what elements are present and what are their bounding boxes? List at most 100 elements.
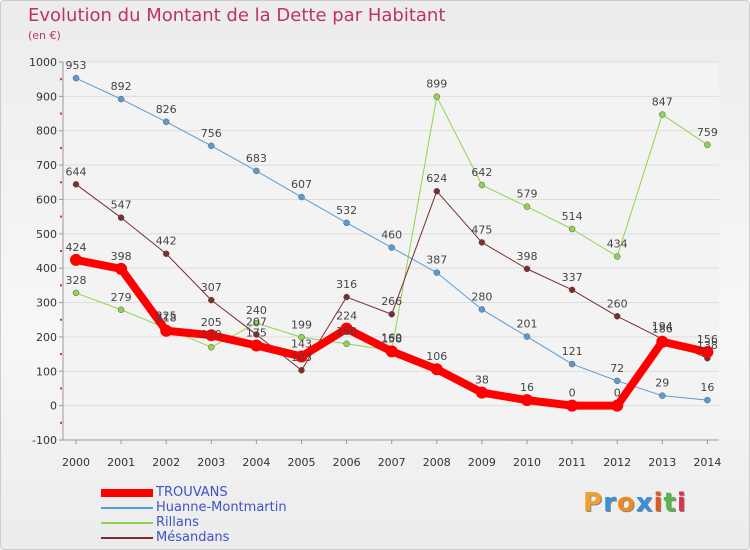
data-label: 194	[652, 320, 673, 333]
y-minor-tick	[60, 353, 62, 356]
data-label: 899	[426, 78, 447, 91]
logo-letter: P	[583, 488, 604, 518]
legend-swatch	[101, 507, 153, 509]
x-tick-label: 2012	[603, 456, 631, 469]
data-label: 199	[291, 318, 312, 331]
data-label: 280	[471, 290, 492, 303]
data-label: 72	[610, 362, 624, 375]
data-point	[253, 167, 260, 175]
chart-title: Evolution du Montant de la Dette par Hab…	[28, 5, 446, 26]
data-label: 260	[607, 297, 628, 310]
y-tick-label: 300	[36, 297, 57, 310]
data-point	[659, 392, 666, 399]
x-tick-label: 2013	[648, 456, 676, 469]
data-label: 240	[246, 304, 267, 317]
data-label: 434	[607, 237, 628, 250]
legend-label: TROUVANS	[156, 485, 228, 500]
data-point	[250, 339, 263, 352]
y-tick-label: 900	[36, 90, 57, 103]
data-point	[208, 343, 215, 351]
data-point	[253, 331, 260, 338]
legend-label: Rillans	[156, 515, 199, 530]
y-tick-label: 500	[36, 228, 57, 241]
data-point	[162, 118, 170, 126]
y-minor-tick	[60, 284, 62, 287]
data-point	[117, 214, 125, 221]
legend-swatch	[101, 522, 153, 524]
x-tick-label: 2009	[468, 456, 496, 469]
data-point	[388, 310, 395, 318]
data-label: 0	[569, 387, 576, 400]
data-point	[433, 93, 441, 100]
data-label: 683	[246, 152, 267, 165]
data-point	[343, 219, 350, 227]
x-tick-label: 2008	[423, 456, 451, 469]
y-minor-tick	[60, 181, 62, 184]
series-trouvans	[70, 253, 714, 412]
data-point	[433, 187, 441, 195]
x-tick-label: 2010	[513, 456, 541, 469]
data-point	[117, 306, 125, 314]
data-point	[523, 203, 531, 210]
data-point	[162, 250, 170, 257]
data-label: 138	[697, 339, 718, 352]
data-point	[208, 142, 215, 150]
data-label: 475	[471, 223, 492, 236]
data-label: 460	[381, 229, 402, 242]
data-point	[298, 193, 305, 201]
data-point	[388, 244, 395, 251]
data-point	[521, 394, 533, 407]
x-tick-label: 2011	[558, 456, 586, 469]
data-point	[656, 335, 669, 348]
data-label: 160	[381, 332, 402, 345]
data-label: 826	[156, 103, 177, 116]
y-tick-label: 1000	[29, 56, 57, 69]
data-point	[70, 253, 82, 266]
y-minor-tick	[60, 250, 62, 252]
data-label: 106	[426, 350, 447, 363]
x-tick-label: 2001	[107, 456, 135, 469]
plot-area	[63, 62, 719, 440]
data-point	[613, 377, 621, 385]
data-point	[430, 363, 443, 376]
y-minor-tick	[60, 78, 62, 81]
data-point	[208, 296, 215, 304]
data-label: 0	[614, 387, 621, 400]
data-label: 547	[111, 199, 132, 212]
y-tick-label: 700	[36, 159, 57, 172]
data-label: 170	[201, 328, 222, 341]
data-label: 642	[471, 166, 492, 179]
y-tick-label: 400	[36, 262, 57, 275]
data-label: 607	[291, 178, 312, 191]
y-tick-label: -100	[32, 434, 57, 447]
data-point	[568, 286, 576, 294]
data-point	[295, 350, 308, 363]
legend-swatch	[101, 537, 153, 539]
data-label: 644	[66, 165, 87, 178]
data-label: 424	[66, 241, 87, 254]
data-label: 579	[517, 188, 538, 201]
data-label: 180	[336, 325, 357, 338]
x-tick-label: 2003	[197, 456, 225, 469]
data-point	[475, 386, 488, 399]
legend-label: Mésandans	[156, 530, 230, 545]
data-label: 316	[336, 278, 357, 291]
data-label: 156	[697, 333, 718, 346]
series-layer	[70, 74, 714, 412]
data-label: 398	[111, 250, 132, 263]
data-point	[343, 293, 350, 301]
proxiti-logo: Proxiti	[583, 488, 687, 518]
data-point	[566, 399, 579, 412]
grid-layer	[63, 61, 719, 441]
logo-letter: t	[663, 488, 677, 518]
x-tick-label: 2004	[242, 456, 270, 469]
logo-letter: i	[653, 488, 664, 518]
logo-letter: o	[616, 488, 636, 518]
data-point	[385, 345, 398, 358]
data-point	[433, 269, 441, 276]
x-tick-label: 2006	[333, 456, 361, 469]
data-label: 205	[201, 316, 222, 329]
data-point	[568, 225, 576, 233]
